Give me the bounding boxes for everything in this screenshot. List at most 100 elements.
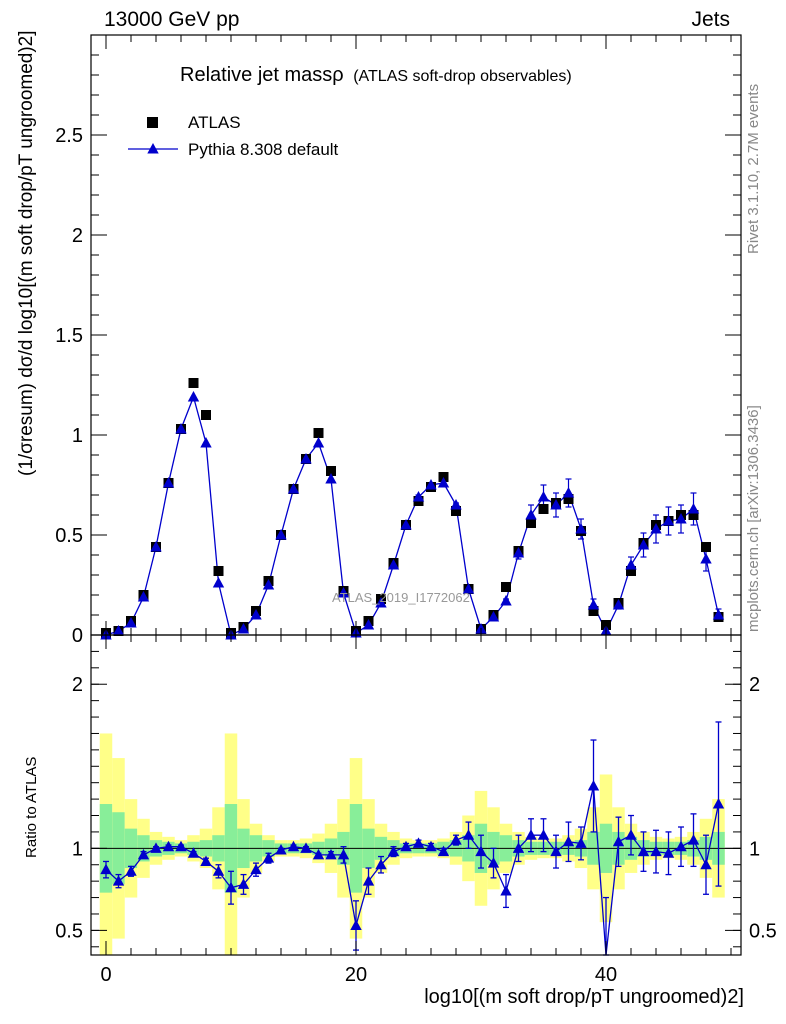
atlas-point — [538, 504, 549, 514]
y-tick-label: 2.5 — [55, 125, 83, 147]
pythia-point — [237, 623, 250, 634]
y-tick-label: 2 — [72, 225, 83, 247]
pythia-point — [562, 487, 575, 498]
pythia-point — [325, 473, 337, 484]
pythia-point — [125, 617, 137, 628]
pythia-point — [275, 529, 287, 540]
legend — [128, 117, 178, 154]
pythia-point — [687, 503, 700, 514]
pythia-point — [487, 611, 500, 622]
ratio-point — [487, 857, 500, 868]
pythia-point — [437, 477, 450, 488]
x-tick-label: 20 — [345, 964, 367, 986]
pythia-point — [675, 513, 687, 524]
ratio-tick-label-right: 0.5 — [749, 920, 777, 942]
ratio-point — [587, 779, 600, 791]
ratio-point — [550, 845, 562, 857]
category-label: Jets — [691, 8, 730, 31]
pythia-point — [312, 437, 325, 448]
ratio-point — [425, 840, 437, 852]
ratio-point — [387, 845, 400, 857]
atlas-point — [188, 378, 199, 388]
pythia-point — [162, 477, 175, 488]
ratio-point — [112, 875, 125, 886]
ratio-tick-label-right: 2 — [749, 674, 760, 696]
pythia-point — [300, 453, 312, 464]
y-tick-label: 1.5 — [55, 325, 83, 347]
pythia-point — [362, 619, 375, 630]
atlas-point — [213, 566, 224, 576]
chart-title-sub: (ATLAS soft-drop observables) — [353, 68, 572, 85]
x-tick-label: 0 — [100, 964, 111, 986]
pythia-point — [425, 479, 437, 490]
pythia-point — [462, 583, 475, 594]
legend-atlas-marker — [147, 117, 158, 128]
ratio-point — [225, 881, 237, 893]
pythia-point — [500, 595, 512, 606]
ratio-point — [150, 842, 162, 853]
y-axis-label: (1/σresum) dσ/d log10[(m soft drop/pT un… — [16, 30, 37, 476]
watermark: ATLAS_2019_I1772062 — [332, 590, 470, 605]
ratio-point — [187, 847, 200, 858]
pythia-point — [150, 541, 162, 552]
pythia-point — [412, 491, 425, 502]
pythia-point — [212, 577, 225, 588]
legend-label-atlas: ATLAS — [188, 113, 241, 132]
ratio-point — [125, 865, 137, 876]
ratio-point — [437, 845, 450, 857]
pythia-point — [612, 599, 625, 610]
atlas-point — [526, 518, 536, 528]
rivet-side-label: Rivet 3.1.10, 2.7M events — [745, 83, 762, 254]
atlas-point — [201, 410, 211, 420]
ratio-point — [162, 840, 175, 852]
ratio-point — [350, 919, 362, 930]
pythia-point — [512, 547, 525, 558]
ratio-point — [562, 835, 575, 847]
ratio-point — [100, 863, 112, 875]
pythia-point — [575, 523, 587, 534]
pythia-point — [637, 539, 650, 550]
ratio-point — [525, 829, 537, 840]
ratio-point — [500, 885, 512, 896]
atlas-point — [588, 606, 599, 616]
pythia-point — [137, 591, 150, 602]
ratio-point — [237, 878, 250, 889]
ratio-point — [537, 829, 550, 840]
ratio-tick-label: 0.5 — [55, 920, 83, 942]
ratio-point — [687, 834, 700, 845]
chart-title-main: Relative jet massρ — [180, 64, 344, 86]
main-series — [100, 378, 725, 640]
ratio-point — [175, 840, 187, 852]
ratio-point — [475, 845, 487, 857]
atlas-point — [313, 428, 324, 438]
mcplots-side-label: mcplots.cern.ch [arXiv:1306.3436] — [745, 405, 762, 632]
energy-label: 13000 GeV pp — [104, 8, 240, 31]
atlas-point — [688, 510, 699, 520]
pythia-point — [400, 519, 412, 530]
ratio-point — [375, 858, 387, 870]
pythia-point — [550, 499, 562, 510]
pythia-point — [187, 391, 200, 402]
ratio-point — [412, 837, 425, 848]
ratio-point — [712, 798, 725, 809]
ratio-series — [100, 721, 725, 956]
atlas-point — [326, 466, 336, 476]
atlas-point — [701, 542, 711, 552]
atlas-point — [563, 494, 574, 504]
ratio-point — [650, 845, 662, 857]
ratio-point — [512, 842, 525, 853]
ratio-point — [362, 875, 375, 886]
x-axis-label: log10[(m soft drop/pT ungroomed)2] — [424, 986, 744, 1008]
pythia-point — [625, 559, 637, 570]
ratio-point — [300, 842, 312, 853]
ratio-point — [625, 829, 637, 840]
pythia-point — [662, 515, 675, 526]
pythia-point — [337, 587, 350, 598]
ratio-point — [575, 837, 587, 848]
ratio-point — [262, 852, 275, 863]
ratio-point — [312, 848, 325, 860]
ratio-point — [287, 840, 300, 852]
y-tick-label: 0.5 — [55, 525, 83, 547]
ratio-tick-label: 2 — [72, 674, 83, 696]
